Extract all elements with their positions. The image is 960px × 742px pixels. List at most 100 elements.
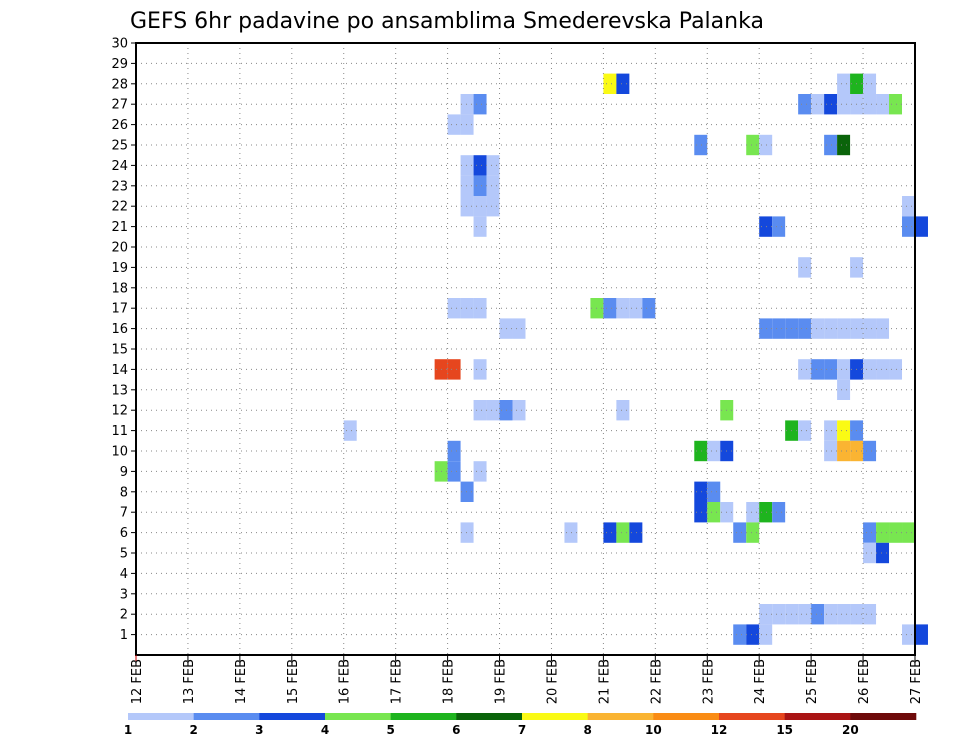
y-tick-label: 28 — [111, 77, 128, 92]
heatmap-cell — [824, 420, 838, 441]
y-tick-label: 5 — [120, 547, 128, 562]
heatmap-cell — [811, 318, 825, 339]
x-tick-label: 19 FEB — [494, 659, 509, 704]
heatmap-cell — [473, 94, 487, 115]
colorbar-swatch — [784, 713, 851, 720]
heatmap-cell — [915, 216, 928, 237]
y-tick-label: 12 — [111, 404, 128, 419]
heatmap-cell — [473, 175, 487, 196]
heatmap-cell — [837, 359, 851, 380]
heatmap-cell — [447, 114, 461, 135]
y-tick-label: 6 — [120, 526, 128, 541]
heatmap-cell — [863, 359, 877, 380]
heatmap-cell — [473, 400, 487, 421]
chart-title: GEFS 6hr padavine po ansamblima Smederev… — [130, 9, 764, 34]
colorbar-swatch — [850, 713, 917, 720]
heatmap-cell — [460, 481, 474, 502]
heatmap-cell — [629, 522, 643, 543]
heatmap-cell — [902, 216, 915, 237]
heatmap-cell — [837, 379, 851, 400]
heatmap-cell — [486, 400, 500, 421]
heatmap-cell — [876, 542, 890, 564]
heatmap-cell — [798, 94, 812, 115]
x-tick-label: 17 FEB — [390, 659, 405, 704]
heatmap-cell — [824, 359, 838, 380]
x-tick-label: 18 FEB — [442, 659, 457, 704]
heatmap-cell — [460, 175, 474, 196]
heatmap-cell — [863, 318, 877, 339]
y-tick-label: 24 — [111, 159, 128, 174]
y-tick-label: 29 — [111, 57, 128, 72]
heatmap-cell — [798, 604, 812, 625]
heatmap-cells — [343, 73, 928, 645]
heatmap-cell — [707, 440, 721, 462]
heatmap-cell — [759, 624, 773, 645]
heatmap-cell — [759, 502, 773, 523]
heatmap-cell — [447, 359, 461, 380]
heatmap-cell — [473, 196, 487, 217]
heatmap-cell — [473, 359, 487, 380]
heatmap-cell — [694, 134, 708, 156]
heatmap-cell — [460, 114, 474, 135]
colorbar-label: 12 — [711, 723, 728, 737]
heatmap-cell — [824, 94, 838, 115]
heatmap-cell — [772, 318, 786, 339]
x-tick-label: 14 FEB — [234, 659, 249, 704]
x-tick-label: 22 FEB — [649, 659, 664, 704]
heatmap-cell — [759, 604, 773, 625]
colorbar-swatch — [456, 713, 523, 720]
colorbar-label: 4 — [321, 723, 329, 737]
heatmap-cell — [460, 155, 474, 176]
heatmap-cell — [343, 420, 357, 441]
heatmap-cell — [889, 94, 903, 115]
heatmap-cell — [837, 604, 851, 625]
heatmap-cell — [915, 624, 928, 645]
heatmap-cell — [694, 502, 708, 523]
x-tick-label: 25 FEB — [805, 659, 820, 704]
heatmap-cell — [603, 73, 617, 94]
heatmap-cell — [811, 94, 825, 115]
heatmap-cell — [811, 604, 825, 625]
colorbar-swatch — [259, 713, 326, 720]
y-tick-label: 30 — [111, 37, 128, 52]
heatmap-cell — [733, 624, 747, 645]
y-tick-label: 10 — [111, 445, 128, 460]
y-tick-label: 1 — [120, 628, 128, 643]
heatmap-cell — [512, 400, 526, 421]
colorbar-swatch — [719, 713, 785, 720]
colorbar-label: 6 — [452, 723, 460, 737]
y-tick-label: 14 — [111, 363, 128, 378]
y-tick-label: 4 — [120, 567, 128, 582]
heatmap-cell — [837, 440, 851, 462]
x-tick-label: 20 FEB — [545, 659, 560, 704]
y-tick-label: 17 — [111, 302, 128, 317]
colorbar-swatch — [587, 713, 654, 720]
heatmap-cell — [746, 624, 760, 645]
heatmap-cell — [447, 298, 461, 319]
heatmap-cell — [746, 134, 760, 156]
x-tick-label: 27 FEB — [909, 659, 924, 704]
heatmap-cell — [772, 502, 786, 523]
colorbar-swatch — [325, 713, 391, 720]
heatmap-cell — [746, 502, 760, 523]
gridlines — [135, 42, 916, 655]
x-tick-label: 13 FEB — [182, 659, 197, 704]
colorbar-swatch — [193, 713, 260, 720]
heatmap-cell — [863, 604, 877, 625]
y-tick-label: 20 — [111, 241, 128, 256]
colorbar-label: 20 — [842, 723, 859, 737]
y-tick-label: 21 — [111, 220, 128, 235]
colorbar-swatch — [653, 713, 720, 720]
heatmap-cell — [902, 624, 915, 645]
heatmap-cell — [759, 216, 773, 237]
heatmap-cell — [837, 318, 851, 339]
colorbar-label: 8 — [583, 723, 591, 737]
y-tick-label: 3 — [120, 587, 128, 602]
colorbar-label: 7 — [518, 723, 526, 737]
heatmap-cell — [759, 134, 773, 156]
heatmap-cell — [473, 216, 487, 237]
heatmap-cell — [876, 94, 890, 115]
x-tick-label: 15 FEB — [286, 659, 301, 704]
heatmap-cell — [837, 73, 851, 94]
